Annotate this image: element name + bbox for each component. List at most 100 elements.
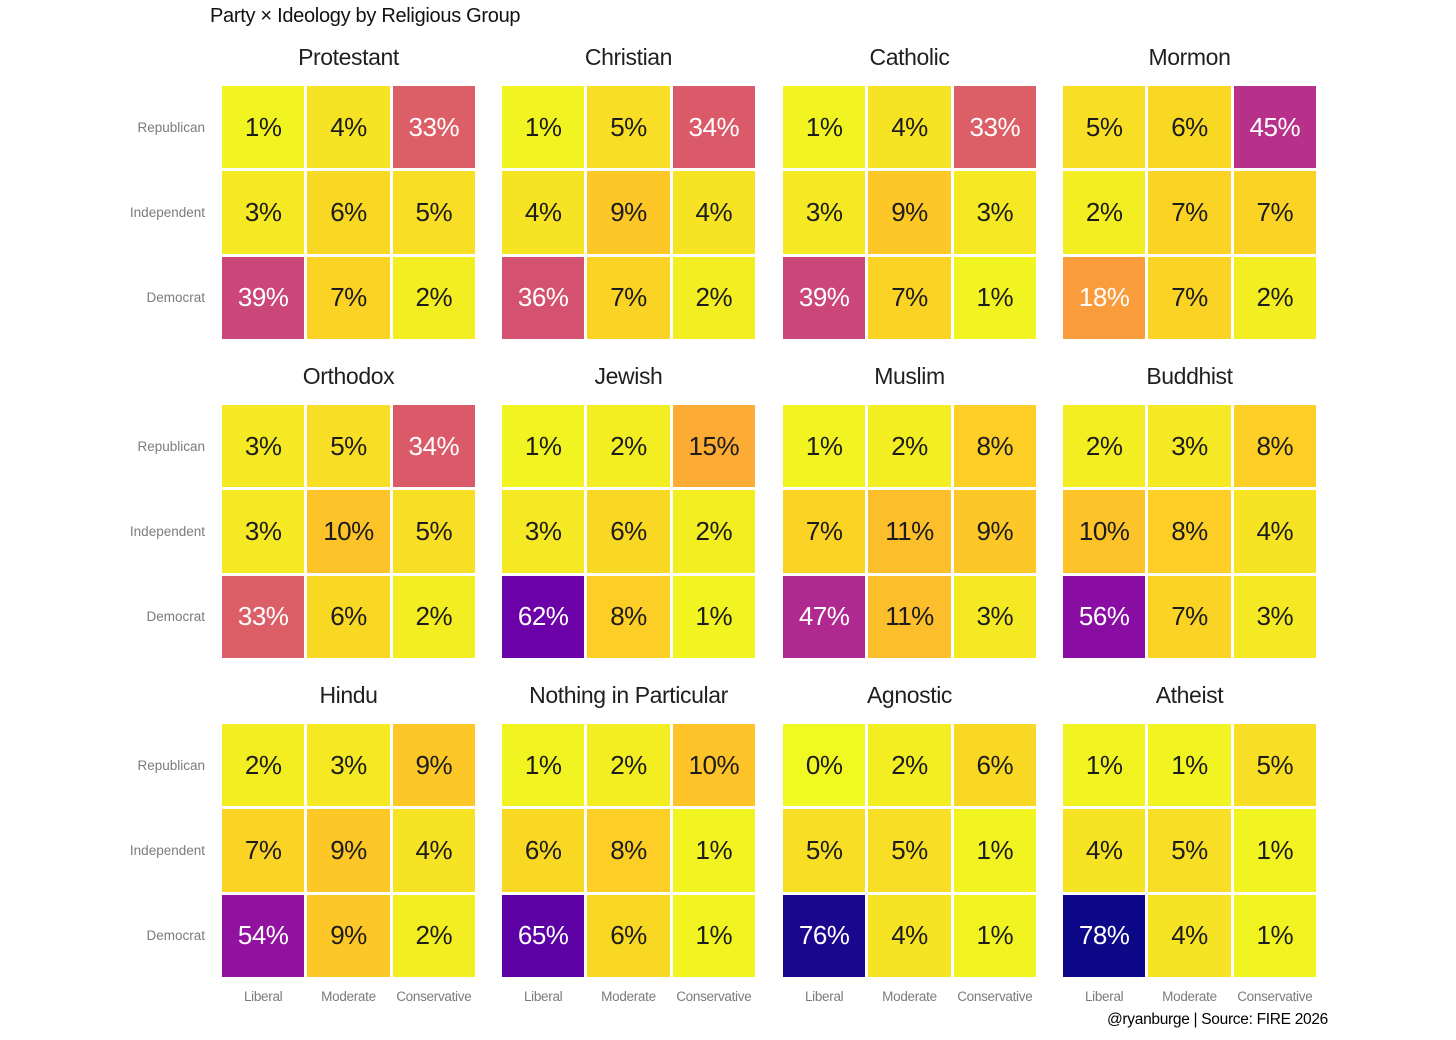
col-label-conservative: Conservative: [396, 988, 472, 1004]
row-label-democrat: Democrat: [146, 609, 205, 625]
heatmap-cell: 11%: [868, 490, 951, 573]
heatmap-cell: 54%: [222, 894, 305, 977]
heatmap-cell: 1%: [672, 894, 755, 977]
heatmap-grid: 1% 5% 34% 4% 9% 4% 36% 7% 2%: [502, 86, 755, 339]
heatmap-cell: 4%: [672, 171, 755, 254]
heatmap-cell: 2%: [1063, 171, 1146, 254]
heatmap-cell: 7%: [868, 256, 951, 339]
heatmap-cell: 7%: [1148, 256, 1231, 339]
panel-title: Mormon: [1148, 44, 1231, 70]
heatmap-cell: 4%: [307, 86, 390, 169]
heatmap-cell: 4%: [1148, 894, 1231, 977]
panel-title: Nothing in Particular: [529, 682, 728, 708]
heatmap-cell: 3%: [953, 171, 1036, 254]
heatmap-cell: 7%: [1148, 575, 1231, 658]
panel-title: Protestant: [298, 44, 399, 70]
heatmap-cell: 9%: [953, 490, 1036, 573]
col-label-liberal: Liberal: [1084, 988, 1124, 1004]
heatmap-cell: 9%: [307, 809, 390, 892]
heatmap-cell: 2%: [392, 575, 475, 658]
heatmap-cell: 3%: [222, 171, 305, 254]
heatmap-cell: 1%: [1233, 809, 1316, 892]
heatmap-cell: 9%: [587, 171, 670, 254]
heatmap-grid: 1% 2% 10% 6% 8% 1% 65% 6% 1%: [502, 724, 755, 977]
heatmap-cell: 2%: [587, 724, 670, 807]
heatmap-cell: 2%: [1063, 405, 1146, 488]
heatmap-cell: 2%: [587, 405, 670, 488]
heatmap-cell: 33%: [222, 575, 305, 658]
heatmap-cell: 1%: [783, 86, 866, 169]
heatmap-cell: 7%: [1148, 171, 1231, 254]
col-label-moderate: Moderate: [321, 988, 376, 1004]
heatmap-cell: 5%: [587, 86, 670, 169]
heatmap-grid: 2% 3% 8% 10% 8% 4% 56% 7% 3%: [1063, 405, 1316, 658]
heatmap-cell: 62%: [502, 575, 585, 658]
heatmap-cell: 5%: [868, 809, 951, 892]
heatmap-cell: 1%: [1233, 894, 1316, 977]
heatmap-cell: 1%: [1148, 724, 1231, 807]
heatmap-cell: 5%: [307, 405, 390, 488]
heatmap-cell: 3%: [502, 490, 585, 573]
panel-title: Christian: [584, 44, 673, 70]
heatmap-cell: 47%: [783, 575, 866, 658]
credit-line: @ryanburge | Source: FIRE 2026: [1107, 1011, 1328, 1028]
row-label-independent: Independent: [129, 523, 205, 539]
col-labels: Liberal Moderate Conservative: [222, 985, 475, 1007]
col-label-conservative: Conservative: [957, 988, 1033, 1004]
heatmap-cell: 3%: [307, 724, 390, 807]
heatmap-cell: 7%: [587, 256, 670, 339]
heatmap-cell: 9%: [868, 171, 951, 254]
heatmap-cell: 6%: [307, 171, 390, 254]
heatmap-cell: 1%: [502, 405, 585, 488]
row-label-republican: Republican: [137, 119, 205, 135]
row-label-republican: Republican: [137, 438, 205, 454]
heatmap-cell: 6%: [502, 809, 585, 892]
heatmap-cell: 9%: [392, 724, 475, 807]
row-label-democrat: Democrat: [146, 928, 205, 944]
heatmap-cell: 6%: [587, 894, 670, 977]
heatmap-cell: 6%: [953, 724, 1036, 807]
panel-title: Buddhist: [1146, 363, 1233, 389]
heatmap-cell: 1%: [1063, 724, 1146, 807]
heatmap-cell: 10%: [672, 724, 755, 807]
heatmap-cell: 3%: [783, 171, 866, 254]
heatmap-grid: 3% 5% 34% 3% 10% 5% 33% 6% 2%: [222, 405, 475, 658]
heatmap-cell: 2%: [672, 490, 755, 573]
heatmap-cell: 0%: [783, 724, 866, 807]
heatmap-cell: 18%: [1063, 256, 1146, 339]
heatmap-cell: 2%: [1233, 256, 1316, 339]
heatmap-grid: 1% 2% 8% 7% 11% 9% 47% 11% 3%: [783, 405, 1036, 658]
heatmap-cell: 4%: [1063, 809, 1146, 892]
col-label-liberal: Liberal: [523, 988, 563, 1004]
heatmap-cell: 10%: [307, 490, 390, 573]
row-label-independent: Independent: [129, 842, 205, 858]
col-label-moderate: Moderate: [882, 988, 937, 1004]
heatmap-cell: 34%: [392, 405, 475, 488]
heatmap-cell: 39%: [222, 256, 305, 339]
panel-title: Catholic: [869, 44, 950, 70]
heatmap-cell: 1%: [783, 405, 866, 488]
heatmap-cell: 5%: [392, 490, 475, 573]
heatmap-grid: 2% 3% 9% 7% 9% 4% 54% 9% 2%: [222, 724, 475, 977]
heatmap-grid: 1% 2% 15% 3% 6% 2% 62% 8% 1%: [502, 405, 755, 658]
heatmap-cell: 65%: [502, 894, 585, 977]
heatmap-cell: 2%: [392, 894, 475, 977]
heatmap-cell: 8%: [953, 405, 1036, 488]
heatmap-cell: 39%: [783, 256, 866, 339]
heatmap-cell: 4%: [502, 171, 585, 254]
panel-title: Hindu: [319, 682, 378, 708]
panel-title: Muslim: [874, 363, 945, 389]
col-labels: Liberal Moderate Conservative: [783, 985, 1036, 1007]
heatmap-cell: 8%: [587, 809, 670, 892]
heatmap-cell: 1%: [502, 724, 585, 807]
heatmap-cell: 10%: [1063, 490, 1146, 573]
heatmap-grid: 5% 6% 45% 2% 7% 7% 18% 7% 2%: [1063, 86, 1316, 339]
heatmap-grid: 1% 4% 33% 3% 9% 3% 39% 7% 1%: [783, 86, 1036, 339]
heatmap-grid: 0% 2% 6% 5% 5% 1% 76% 4% 1%: [783, 724, 1036, 977]
heatmap-cell: 36%: [502, 256, 585, 339]
heatmap-cell: 6%: [1148, 86, 1231, 169]
row-label-democrat: Democrat: [146, 290, 205, 306]
heatmap-cell: 4%: [868, 894, 951, 977]
heatmap-cell: 3%: [1233, 575, 1316, 658]
